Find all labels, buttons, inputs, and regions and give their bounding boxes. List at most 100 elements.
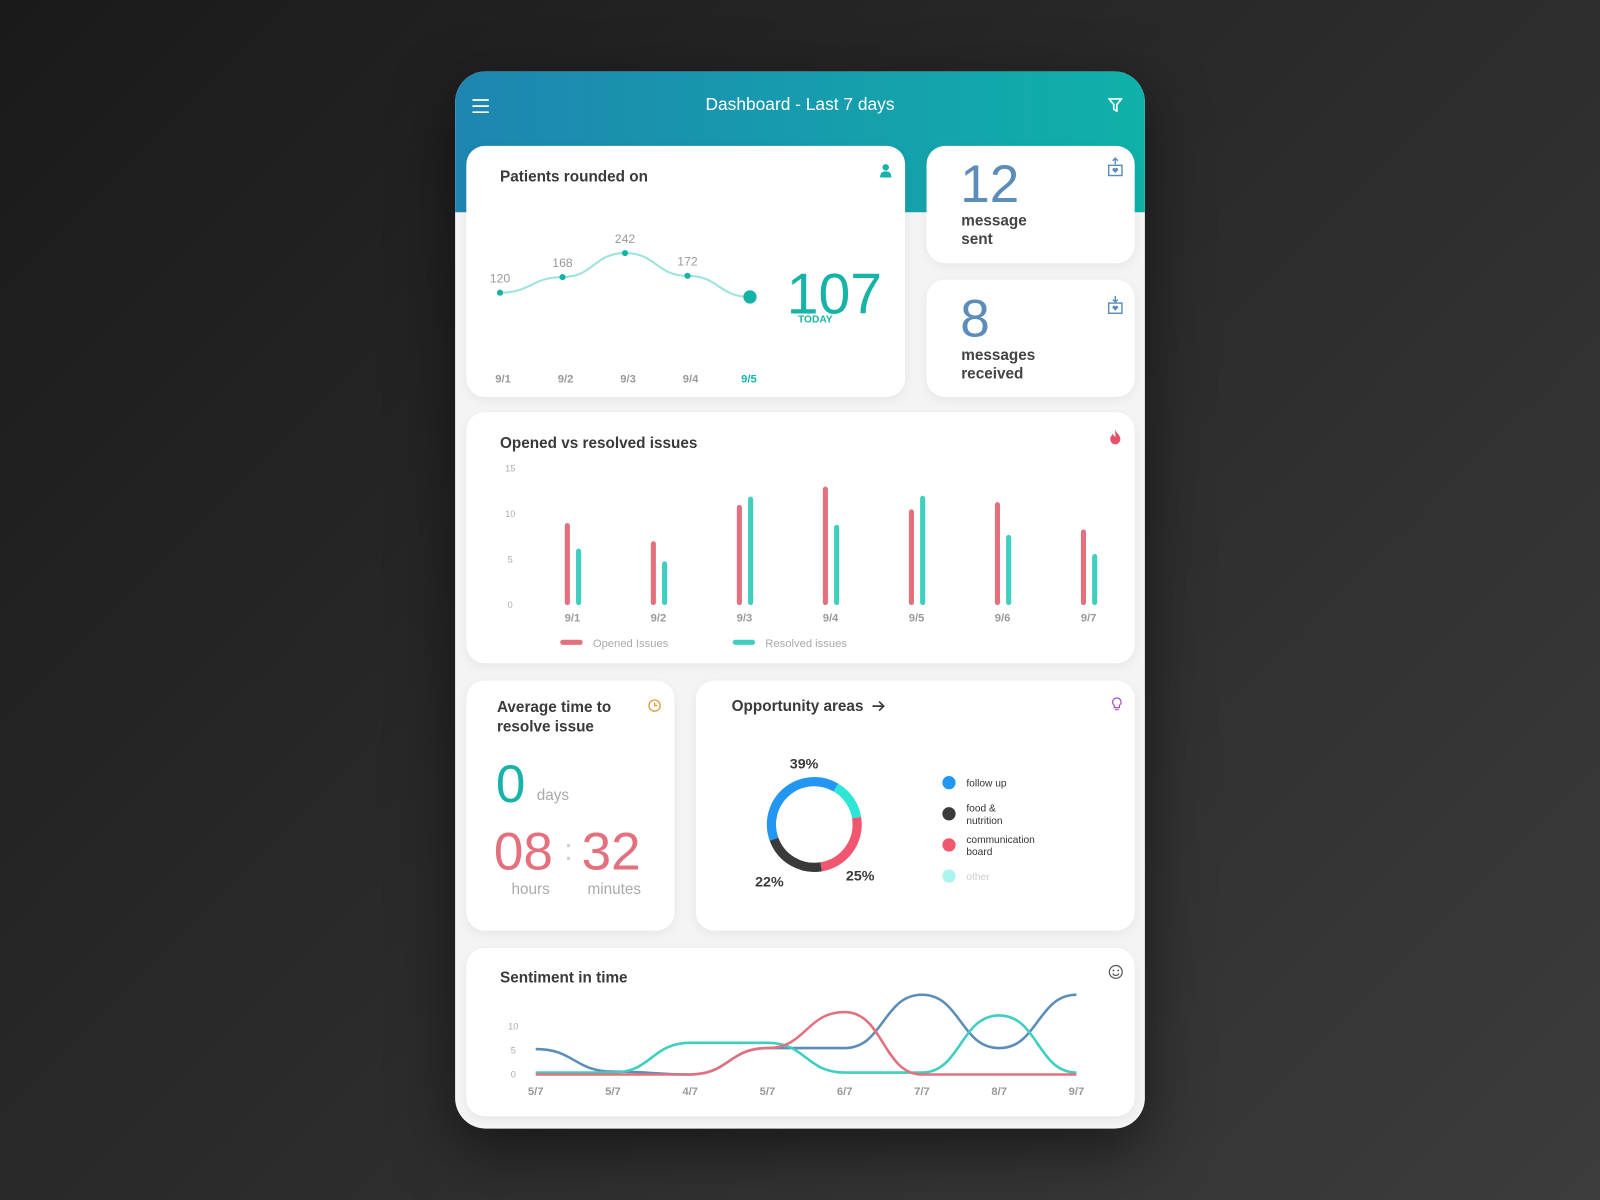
patients-chart: 120 9/1 168 9/2 242 9/3 172 9/4 9/5 — [490, 232, 757, 386]
x-tick-label: 9/1 — [565, 612, 581, 624]
line — [499, 252, 751, 298]
bar — [650, 541, 656, 606]
y-tick-label: 5 — [511, 1046, 516, 1056]
download-icon — [1107, 295, 1123, 314]
x-tick-label: 9/4 — [683, 374, 699, 386]
legend-swatch — [560, 639, 583, 645]
bar — [908, 509, 914, 606]
point-label: 242 — [615, 232, 636, 246]
menu-icon[interactable] — [471, 98, 489, 114]
donut-segment — [833, 783, 862, 819]
x-tick-label: 9/5 — [741, 374, 757, 386]
legend-label: food & nutrition — [966, 804, 1002, 827]
separator: : — [564, 833, 573, 868]
issues-chart: 0 5 10 15 9/1 9/2 9/3 9/4 9/5 9/6 9/7 Opened Issues… — [505, 463, 1098, 650]
point — [621, 249, 629, 257]
minutes-value: 32 — [581, 822, 641, 882]
messages-sent-card: 12 message sent — [926, 145, 1135, 264]
card-title: Average time to resolve issue — [496, 698, 612, 736]
legend-dot — [942, 776, 956, 790]
bar — [576, 548, 582, 606]
y-tick-label: 10 — [508, 1022, 518, 1032]
legend-label: other — [966, 872, 990, 883]
legend-label: follow up — [966, 779, 1007, 790]
messages-received-label: messages received — [961, 346, 1036, 383]
x-tick-label: 9/7 — [1081, 612, 1097, 624]
opportunity-chart: 39% 22% 25% follow up food & nutrition communi… — [755, 756, 1035, 891]
x-tick-label: 7/7 — [914, 1086, 930, 1098]
x-tick-label: 6/7 — [837, 1086, 853, 1098]
point-label: 120 — [490, 272, 511, 286]
opportunity-card: 39% 22% 25% follow up food & nutrition communi… — [695, 680, 1135, 931]
legend-swatch — [732, 639, 756, 645]
x-tick-label: 5/7 — [760, 1086, 776, 1098]
bulb-icon — [1112, 697, 1122, 711]
series-line — [535, 1010, 1077, 1076]
series-line — [535, 1014, 1077, 1074]
messages-received-card: 8 messages received — [926, 279, 1135, 397]
arrow-icon[interactable] — [871, 700, 885, 712]
y-tick-label: 5 — [508, 555, 513, 565]
donut-segment — [766, 777, 839, 841]
card-title: Opened vs resolved issues — [499, 434, 698, 453]
point — [743, 290, 757, 304]
days-unit: days — [536, 786, 570, 805]
x-tick-label: 9/7 — [1069, 1086, 1085, 1098]
days-value: 0 — [495, 755, 526, 815]
x-tick-label: 4/7 — [682, 1086, 698, 1098]
bar — [564, 523, 570, 606]
point — [496, 289, 504, 296]
bar — [1080, 529, 1087, 606]
x-tick-label: 9/4 — [823, 612, 839, 624]
messages-sent-label: message sent — [961, 212, 1027, 248]
upload-icon — [1107, 157, 1123, 177]
legend-dot — [942, 807, 956, 821]
value-label: 22% — [755, 875, 784, 891]
patients-card: 120 9/1 168 9/2 242 9/3 172 9/4 9/5 Patients rou… — [466, 145, 906, 397]
x-tick-label: 9/6 — [995, 612, 1011, 624]
sentiment-chart: 0 5 10 5/7 5/7 4/7 5/7 6/7 7/7 8/7 9/7 — [508, 993, 1085, 1098]
legend-label: communication board — [966, 835, 1035, 858]
donut-segment — [769, 837, 822, 872]
point-label: 172 — [677, 255, 698, 269]
bar — [1092, 554, 1098, 606]
x-tick-label: 9/5 — [909, 612, 925, 624]
bar — [822, 486, 828, 606]
smile-icon — [1108, 964, 1123, 979]
y-tick-label: 15 — [505, 463, 515, 473]
x-tick-label: 8/7 — [991, 1086, 1007, 1098]
x-tick-label: 9/2 — [558, 374, 574, 386]
bar — [834, 524, 840, 606]
dashboard: Dashboard - Last 7 days 120 9/1 168 9/2 242 9… — [455, 71, 1145, 1129]
bar — [1006, 534, 1012, 606]
bar — [748, 496, 754, 606]
clock-icon — [648, 699, 661, 712]
messages-sent-value: 12 — [960, 155, 1020, 215]
point — [684, 272, 691, 279]
filter-icon[interactable] — [1108, 98, 1123, 113]
x-tick-label: 9/3 — [737, 612, 753, 624]
bar — [994, 502, 1000, 606]
card-title[interactable]: Opportunity areas — [731, 697, 864, 716]
donut-segment — [820, 816, 862, 872]
today-label: TODAY — [797, 314, 833, 326]
hours-value: 08 — [493, 822, 553, 882]
y-tick-label: 0 — [508, 600, 513, 610]
messages-received-value: 8 — [960, 289, 990, 349]
today-value: 107 — [786, 261, 883, 326]
header-title: Dashboard - Last 7 days — [705, 94, 895, 115]
point — [559, 274, 566, 281]
legend-label: Resolved issues — [765, 638, 847, 650]
flame-icon — [1110, 429, 1121, 445]
bar — [920, 495, 926, 606]
card-title: Sentiment in time — [499, 969, 628, 987]
minutes-unit: minutes — [587, 880, 642, 898]
issues-card: 0 5 10 15 9/1 9/2 9/3 9/4 9/5 9/6 9/7 Opened Issues… — [466, 412, 1135, 664]
sentiment-card: 0 5 10 5/7 5/7 4/7 5/7 6/7 7/7 8/7 9/7 Sentiment i… — [466, 947, 1135, 1117]
avg-time-card: Average time to resolve issue 0 days 08 … — [466, 680, 675, 931]
x-tick-label: 9/1 — [495, 374, 511, 386]
x-tick-label: 5/7 — [605, 1086, 621, 1098]
person-icon — [880, 164, 892, 178]
x-tick-label: 9/2 — [651, 612, 667, 624]
